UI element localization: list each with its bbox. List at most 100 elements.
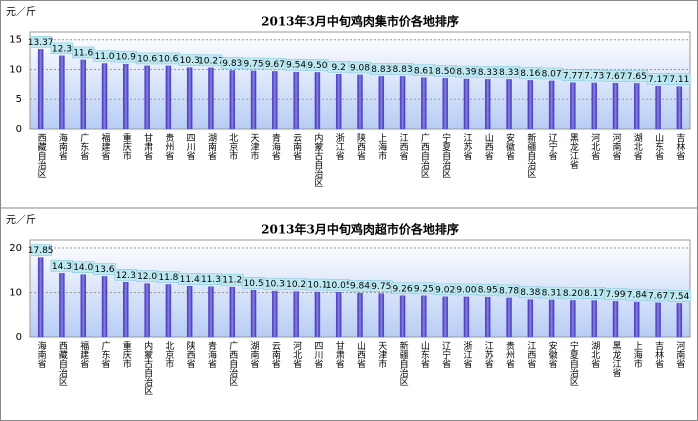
value-label: 10.3	[265, 280, 285, 290]
value-label: 8.50	[435, 67, 455, 77]
bar	[378, 76, 385, 130]
x-tick-label: 辽宁省	[547, 133, 558, 161]
x-tick-label: 广东省	[78, 132, 89, 161]
x-tick-label: 吉林省	[653, 341, 664, 369]
x-tick-label: 海南省	[36, 340, 47, 369]
value-label-box	[668, 290, 691, 302]
bar	[612, 301, 619, 338]
bar	[421, 295, 427, 338]
value-label: 11.2	[222, 276, 242, 286]
value-label-box	[668, 73, 691, 85]
bar	[655, 86, 661, 130]
value-label: 9.54	[286, 61, 306, 71]
bar	[144, 283, 150, 338]
x-tick-label: 浙江省	[461, 340, 472, 369]
value-label: 10.5	[244, 279, 264, 289]
bar	[357, 74, 363, 130]
x-tick-label: 河北省	[589, 132, 600, 161]
bar	[484, 296, 491, 338]
x-tick-label: 贵州省	[163, 132, 174, 161]
x-tick-label: 湖南省	[206, 133, 217, 161]
value-label: 13.37	[28, 38, 54, 48]
x-tick-label: 北京市	[227, 133, 238, 161]
bar	[293, 291, 299, 338]
bar	[37, 49, 44, 130]
x-tick-label: 江苏省	[461, 133, 472, 161]
x-tick-label: 宁夏自治区	[568, 340, 579, 386]
value-label: 7.84	[627, 291, 647, 301]
y-tick-label: 5	[16, 94, 22, 105]
x-tick-label: 广东省	[100, 340, 111, 369]
x-tick-label: 重庆市	[121, 340, 132, 369]
x-tick-label: 湖南省	[249, 341, 260, 369]
value-label: 10.6	[158, 54, 178, 64]
x-tick-label: 四川省	[312, 341, 323, 369]
bar	[101, 276, 108, 338]
value-label: 9.25	[414, 284, 434, 294]
value-label: 10.3	[180, 56, 200, 66]
value-label: 9.67	[265, 60, 285, 70]
x-tick-label: 天津市	[249, 133, 260, 161]
bar	[59, 273, 65, 338]
bar	[80, 274, 86, 338]
x-tick-label: 陕西省	[355, 132, 366, 161]
x-tick-label: 贵州省	[504, 340, 514, 369]
x-tick-label: 北京市	[163, 341, 174, 369]
value-label-box	[29, 36, 52, 48]
value-label: 14.0	[73, 263, 93, 273]
y-axis-label: 元／斤	[6, 214, 36, 226]
y-tick-label: 10	[9, 64, 22, 75]
bar	[165, 65, 172, 130]
bar	[378, 293, 385, 338]
bar	[506, 79, 512, 130]
bar	[335, 292, 342, 338]
x-tick-label: 内蒙古自治区	[312, 132, 323, 187]
value-label: 12.3	[116, 271, 136, 281]
x-tick-label: 河南省	[610, 132, 621, 161]
x-tick-label: 安徽省	[547, 340, 558, 369]
value-label: 7.99	[605, 290, 625, 300]
x-tick-label: 上海市	[376, 133, 387, 161]
x-tick-label: 西藏自治区	[57, 341, 68, 386]
x-tick-label: 青海省	[270, 132, 281, 161]
value-label: 7.54	[669, 292, 689, 302]
x-tick-label: 辽宁省	[440, 341, 451, 369]
value-label: 7.73	[584, 71, 604, 81]
value-label: 9.2	[332, 63, 346, 73]
x-tick-label: 天津市	[376, 341, 387, 369]
value-label: 9.00	[456, 285, 476, 295]
bar	[186, 286, 193, 338]
x-tick-label: 重庆市	[121, 132, 132, 161]
bar	[463, 296, 470, 338]
value-label: 7.11	[669, 75, 689, 85]
x-tick-label: 宁夏自治区	[440, 132, 451, 178]
bar	[442, 78, 448, 130]
y-tick-label: 0	[16, 332, 22, 343]
y-tick-label: 20	[9, 243, 22, 254]
x-tick-label: 新疆自治区	[525, 132, 536, 178]
value-label: 7.17	[648, 75, 668, 85]
value-label: 9.08	[350, 63, 370, 73]
value-label: 8.95	[478, 286, 498, 296]
chart-title: 2013年3月中旬鸡肉集市价各地排序	[261, 14, 459, 29]
x-tick-label: 黑龙江省	[610, 341, 621, 378]
chart-title: 2013年3月中旬鸡肉超市价各地排序	[261, 222, 459, 237]
bar	[421, 77, 427, 130]
bar	[527, 299, 534, 338]
value-label: 8.20	[563, 289, 583, 299]
value-label: 8.78	[499, 286, 519, 296]
bar	[634, 301, 640, 338]
x-tick-label: 西藏自治区	[36, 133, 47, 178]
bar	[527, 80, 534, 130]
value-label: 8.17	[584, 289, 604, 299]
bar	[250, 70, 257, 130]
bar	[208, 67, 214, 130]
value-label: 9.02	[435, 285, 455, 295]
value-label: 7.67	[648, 291, 668, 301]
bar	[655, 302, 661, 338]
x-tick-label: 江西省	[525, 341, 536, 369]
x-tick-label: 山东省	[419, 341, 430, 369]
bar	[165, 284, 172, 338]
bar	[101, 63, 108, 130]
